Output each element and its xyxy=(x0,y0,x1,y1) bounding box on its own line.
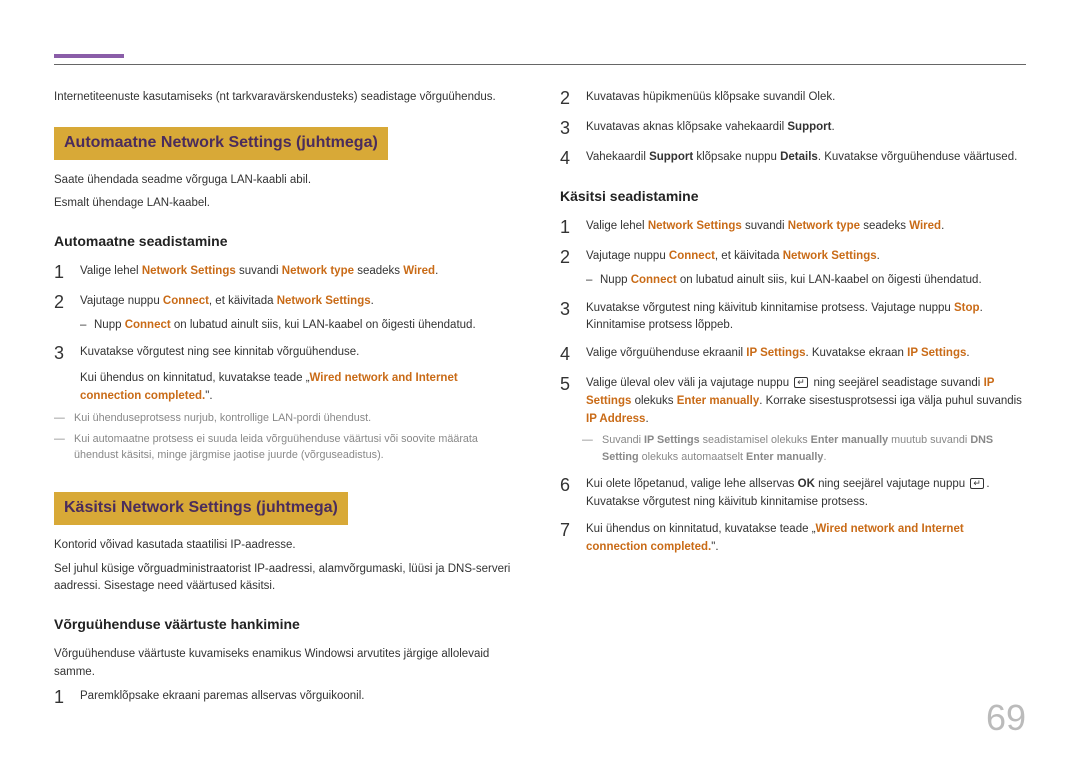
item-number: 1 xyxy=(54,263,68,283)
paragraph: Kontorid võivad kasutada staatilisi IP-a… xyxy=(54,537,520,555)
list-item: 2 Vajutage nuppu Connect, et käivitada N… xyxy=(560,248,1026,290)
item-number: 7 xyxy=(560,521,574,557)
item-number: 5 xyxy=(560,375,574,466)
item-body: Kuvatavas aknas klõpsake vahekaardil Sup… xyxy=(586,119,1026,139)
item-number: 3 xyxy=(560,300,574,336)
item-body: Valige üleval olev väli ja vajutage nupp… xyxy=(586,375,1026,466)
item-body: Kuvatakse võrgutest ning see kinnitab võ… xyxy=(80,344,520,405)
document-page: Internetiteenuste kasutamiseks (nt tarkv… xyxy=(0,0,1080,763)
item-body: Vajutage nuppu Connect, et käivitada Net… xyxy=(80,293,520,335)
note-dash: Suvandi IP Settings seadistamisel olekuk… xyxy=(582,432,1026,465)
list-item: 4 Vahekaardil Support klõpsake nuppu Det… xyxy=(560,149,1026,169)
subsection-header: Võrguühenduse väärtuste hankimine xyxy=(54,614,520,636)
list-item: 4 Valige võrguühenduse ekraanil IP Setti… xyxy=(560,345,1026,365)
item-body: Kui olete lõpetanud, valige lehe allserv… xyxy=(586,476,1026,512)
item-body: Kuvatavas hüpikmenüüs klõpsake suvandil … xyxy=(586,89,1026,109)
item-number: 2 xyxy=(54,293,68,335)
note-dash: Kui automaatne protsess ei suuda leida v… xyxy=(54,431,520,464)
two-column-layout: Internetiteenuste kasutamiseks (nt tarkv… xyxy=(54,89,1026,707)
paragraph: Sel juhul küsige võrguadministraatorist … xyxy=(54,561,520,597)
item-body: Valige lehel Network Settings suvandi Ne… xyxy=(80,263,520,283)
list-item: 3 Kuvatavas aknas klõpsake vahekaardil S… xyxy=(560,119,1026,139)
list-item: 3 Kuvatakse võrgutest ning käivitub kinn… xyxy=(560,300,1026,336)
item-number: 2 xyxy=(560,248,574,290)
enter-icon xyxy=(794,377,808,388)
item-number: 1 xyxy=(560,218,574,238)
list-item: 2 Kuvatavas hüpikmenüüs klõpsake suvandi… xyxy=(560,89,1026,109)
item-body: Valige võrguühenduse ekraanil IP Setting… xyxy=(586,345,1026,365)
numbered-list: 1 Valige lehel Network Settings suvandi … xyxy=(54,263,520,406)
list-item: 5 Valige üleval olev väli ja vajutage nu… xyxy=(560,375,1026,466)
subsection-header: Käsitsi seadistamine xyxy=(560,186,1026,208)
sub-bullet: Nupp Connect on lubatud ainult siis, kui… xyxy=(586,272,1026,290)
item-body: Kuvatakse võrgutest ning käivitub kinnit… xyxy=(586,300,1026,336)
numbered-list: 2 Kuvatavas hüpikmenüüs klõpsake suvandi… xyxy=(560,89,1026,168)
intro-text: Internetiteenuste kasutamiseks (nt tarkv… xyxy=(54,89,520,107)
section-header-manual: Käsitsi Network Settings (juhtmega) xyxy=(54,492,348,525)
paragraph: Esmalt ühendage LAN-kaabel. xyxy=(54,195,520,213)
item-number: 3 xyxy=(54,344,68,405)
item-number: 3 xyxy=(560,119,574,139)
item-body: Kui ühendus on kinnitatud, kuvatakse tea… xyxy=(586,521,1026,557)
list-item: 2 Vajutage nuppu Connect, et käivitada N… xyxy=(54,293,520,335)
subsection-header: Automaatne seadistamine xyxy=(54,231,520,253)
left-column: Internetiteenuste kasutamiseks (nt tarkv… xyxy=(54,89,520,707)
sub-bullet: Nupp Connect on lubatud ainult siis, kui… xyxy=(80,317,520,335)
item-number: 1 xyxy=(54,688,68,708)
paragraph: Võrguühenduse väärtuste kuvamiseks enami… xyxy=(54,646,520,682)
item-body: Vajutage nuppu Connect, et käivitada Net… xyxy=(586,248,1026,290)
page-number: 69 xyxy=(986,697,1026,739)
item-number: 2 xyxy=(560,89,574,109)
list-item: 6 Kui olete lõpetanud, valige lehe allse… xyxy=(560,476,1026,512)
right-column: 2 Kuvatavas hüpikmenüüs klõpsake suvandi… xyxy=(560,89,1026,707)
item-number: 4 xyxy=(560,149,574,169)
item-number: 6 xyxy=(560,476,574,512)
numbered-list: 1 Paremklõpsake ekraani paremas allserva… xyxy=(54,688,520,708)
paragraph: Kui ühendus on kinnitatud, kuvatakse tea… xyxy=(80,370,520,406)
item-body: Vahekaardil Support klõpsake nuppu Detai… xyxy=(586,149,1026,169)
list-item: 3 Kuvatakse võrgutest ning see kinnitab … xyxy=(54,344,520,405)
header-accent-bar xyxy=(54,54,124,58)
list-item: 1 Paremklõpsake ekraani paremas allserva… xyxy=(54,688,520,708)
list-item: 1 Valige lehel Network Settings suvandi … xyxy=(560,218,1026,238)
enter-icon xyxy=(970,478,984,489)
item-number: 4 xyxy=(560,345,574,365)
header-rule xyxy=(54,64,1026,65)
note-dash: Kui ühenduseprotsess nurjub, kontrollige… xyxy=(54,410,520,427)
item-body: Valige lehel Network Settings suvandi Ne… xyxy=(586,218,1026,238)
paragraph: Saate ühendada seadme võrguga LAN-kaabli… xyxy=(54,172,520,190)
item-body: Paremklõpsake ekraani paremas allservas … xyxy=(80,688,520,708)
list-item: 7 Kui ühendus on kinnitatud, kuvatakse t… xyxy=(560,521,1026,557)
section-header-auto: Automaatne Network Settings (juhtmega) xyxy=(54,127,388,160)
numbered-list: 1 Valige lehel Network Settings suvandi … xyxy=(560,218,1026,557)
list-item: 1 Valige lehel Network Settings suvandi … xyxy=(54,263,520,283)
